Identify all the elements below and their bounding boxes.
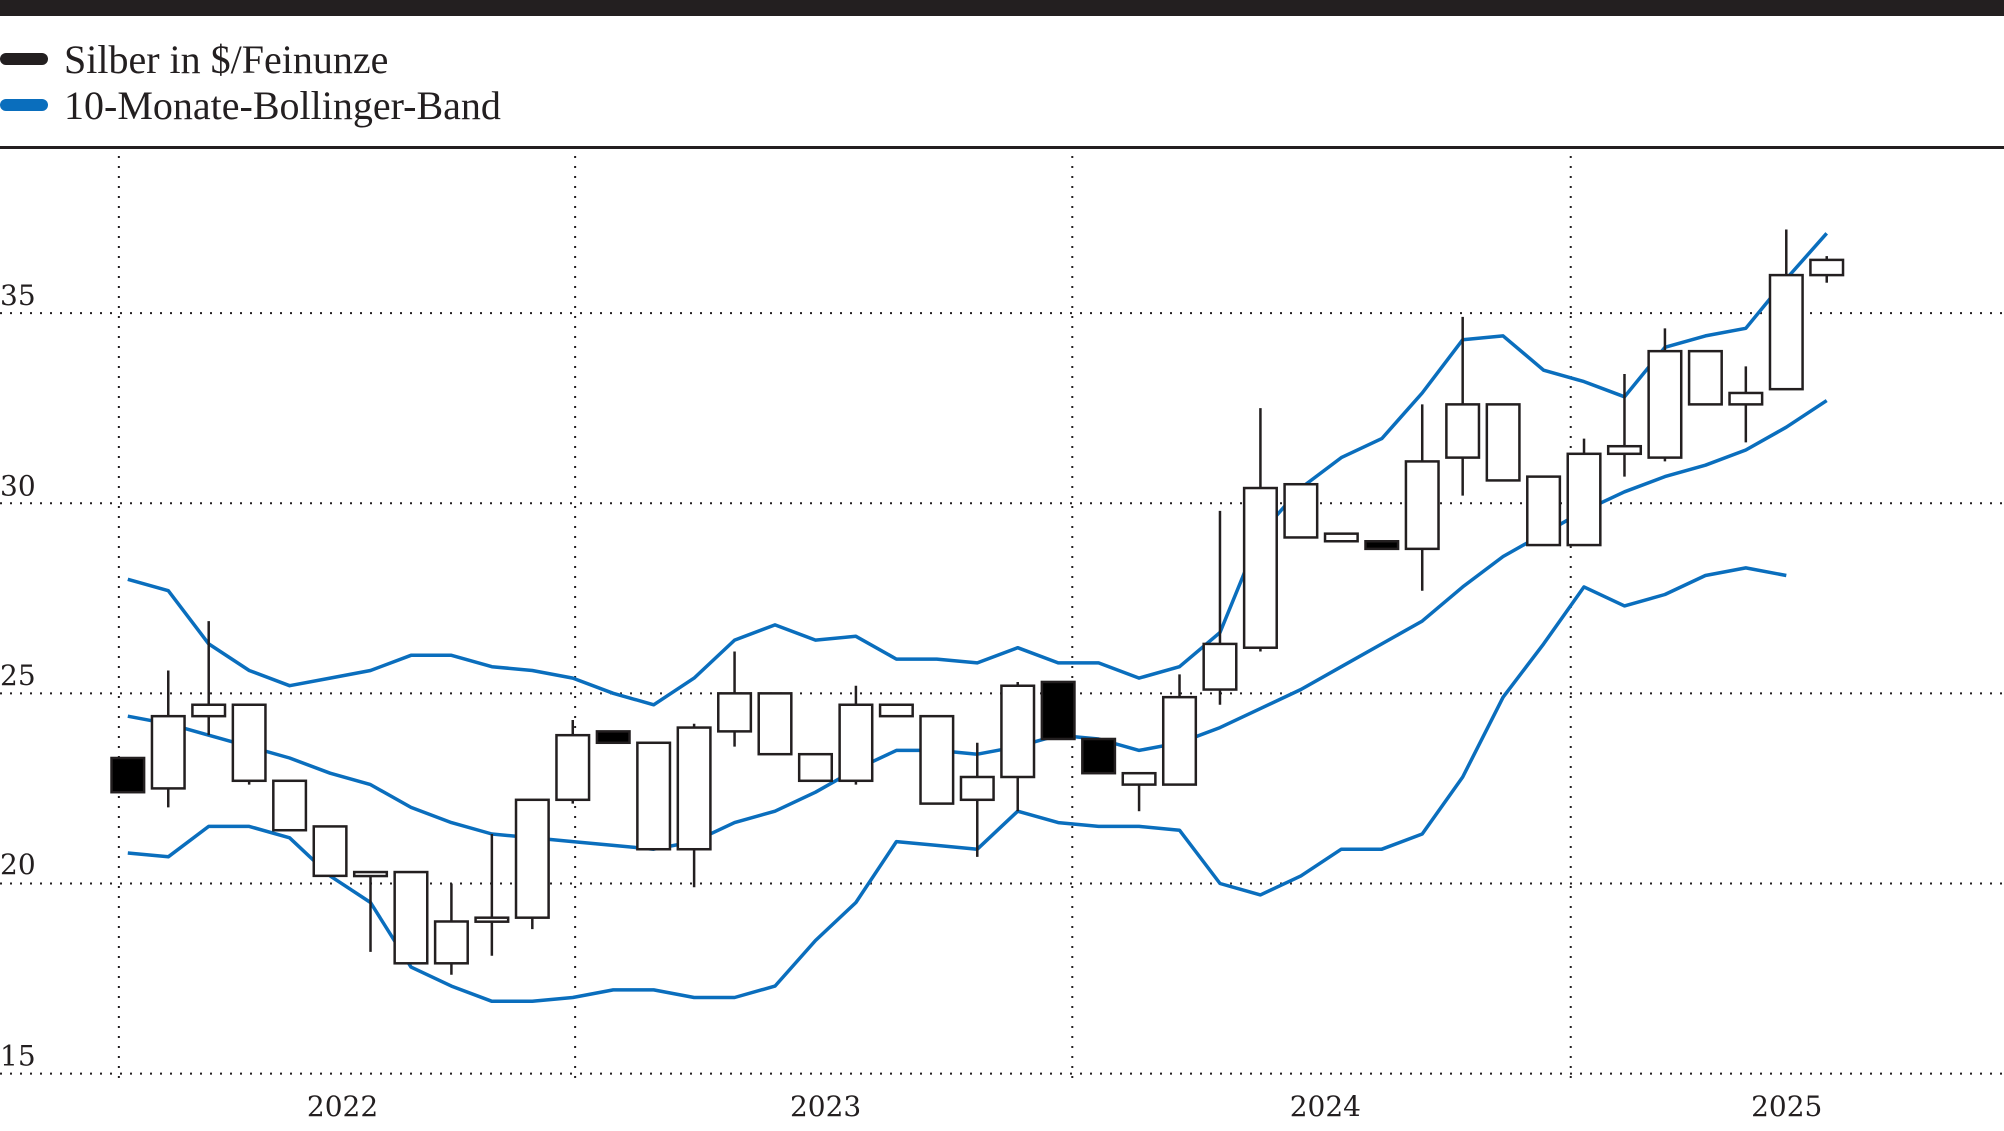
x-tick-label: 2025 [1751, 1090, 1822, 1123]
y-tick-label: 35 [0, 279, 36, 312]
candle [191, 621, 227, 736]
bollinger-bands [127, 232, 1829, 1004]
candle [595, 730, 631, 745]
candle [474, 834, 510, 956]
candle [1121, 771, 1157, 812]
x-tick-label: 2022 [307, 1090, 378, 1123]
candle [1526, 475, 1562, 547]
x-tick-label: 2024 [1290, 1090, 1361, 1123]
candle [1687, 349, 1723, 406]
candle [838, 685, 874, 785]
candle [312, 825, 348, 878]
x-axis-labels: 2022 2023 2024 2025 [307, 1090, 1822, 1123]
candle [797, 752, 834, 783]
candle [717, 651, 753, 747]
candle [1202, 510, 1238, 705]
candle [1323, 532, 1359, 543]
candle [1485, 403, 1521, 482]
candle [1728, 366, 1764, 443]
candle [1040, 680, 1076, 741]
y-tick-label: 20 [0, 848, 36, 881]
legend-label-silver: Silber in $/Feinunze [64, 36, 389, 82]
y-tick-label: 30 [0, 470, 36, 503]
candle [1809, 256, 1845, 283]
candle [1364, 540, 1400, 551]
candle [878, 703, 914, 718]
legend-item-silver: Silber in $/Feinunze [0, 36, 501, 82]
legend-swatch-bollinger [0, 99, 48, 111]
candle [1283, 482, 1319, 539]
legend-label-bollinger: 10-Monate-Bollinger-Band [64, 82, 501, 128]
candle [1000, 681, 1036, 812]
candle [919, 714, 955, 805]
top-bar [0, 0, 2004, 16]
candle [1647, 328, 1683, 462]
candle [272, 779, 308, 832]
candle [1606, 373, 1643, 477]
candle [1445, 316, 1481, 496]
candle [1081, 737, 1117, 775]
x-tick-label: 2023 [790, 1090, 861, 1123]
bollinger-line [127, 232, 1829, 707]
bollinger-line [127, 566, 1787, 1004]
candle [1404, 404, 1440, 591]
candle [231, 703, 267, 785]
candle [514, 798, 550, 930]
candle [636, 741, 672, 851]
legend-swatch-silver [0, 53, 48, 65]
candle [1242, 408, 1278, 652]
candle [150, 670, 186, 808]
y-tick-label: 15 [0, 1040, 36, 1073]
candle [757, 692, 793, 756]
candle [1768, 229, 1804, 391]
legend-item-bollinger: 10-Monate-Bollinger-Band [0, 82, 501, 128]
grid-lines [0, 156, 2004, 1078]
candle [110, 756, 146, 794]
candle [352, 870, 389, 952]
price-candles [110, 229, 1845, 975]
candle [433, 883, 469, 975]
candle [393, 870, 429, 965]
candle [676, 723, 712, 888]
y-tick-label: 25 [0, 659, 36, 692]
y-axis-labels: 35 30 25 20 15 [0, 279, 36, 1072]
legend-divider [0, 146, 2004, 149]
candle [1566, 438, 1602, 547]
chart-legend: Silber in $/Feinunze 10-Monate-Bollinger… [0, 36, 501, 128]
candle [555, 719, 591, 804]
candle [1161, 674, 1198, 786]
candle [959, 742, 995, 857]
